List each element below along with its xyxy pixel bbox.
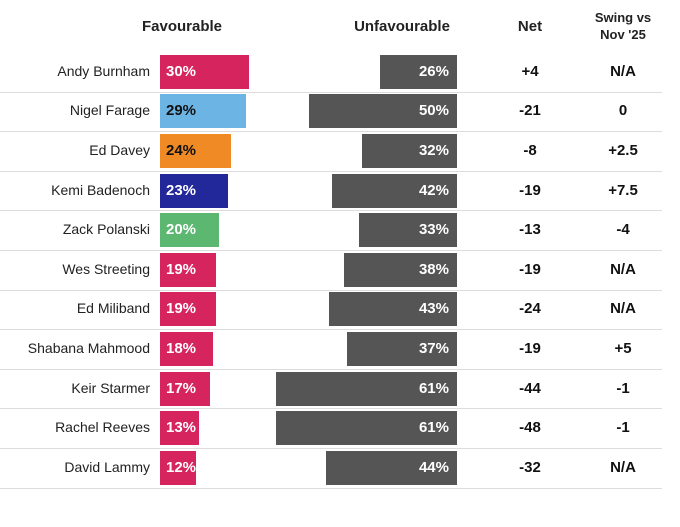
row-separator xyxy=(0,131,662,133)
row-separator xyxy=(0,289,662,291)
favourable-bar xyxy=(160,332,214,366)
row-separator xyxy=(0,487,662,489)
unfavourable-bar xyxy=(344,252,457,287)
favourable-label: 29% xyxy=(166,102,197,120)
unfavourable-bar xyxy=(275,411,457,446)
favourable-bar xyxy=(160,252,217,287)
row-label: Ed Miliband xyxy=(76,300,150,317)
row-separator xyxy=(0,408,662,410)
row-label: David Lammy xyxy=(64,458,150,475)
unfavourable-label: 33% xyxy=(418,221,449,239)
favourable-label: 20% xyxy=(166,221,197,239)
net-value: -48 xyxy=(519,419,541,437)
unfavourable-label: 37% xyxy=(418,340,449,357)
favourable-label: 30% xyxy=(166,62,197,80)
swing-value: -1 xyxy=(616,419,630,437)
unfavourable-label: 42% xyxy=(418,181,449,199)
unfavourable-bar xyxy=(329,292,457,327)
header-favourable: Favourable xyxy=(141,18,223,35)
favourable-bar xyxy=(160,371,211,406)
net-value: -19 xyxy=(519,260,541,278)
favourable-bar xyxy=(160,292,217,327)
swing-value: N/A xyxy=(610,260,636,278)
net-value: -13 xyxy=(519,221,541,239)
swing-value: 0 xyxy=(618,102,628,120)
row-label: Wes Streeting xyxy=(62,260,150,277)
unfavourable-label: 26% xyxy=(418,62,449,80)
swing-value: -1 xyxy=(616,379,630,397)
unfavourable-label: 61% xyxy=(418,379,449,397)
favourable-label: 17% xyxy=(166,379,197,397)
unfavourable-label: 43% xyxy=(418,300,449,318)
row-separator xyxy=(0,91,662,93)
favourable-label: 19% xyxy=(166,300,197,318)
row-label: Andy Burnham xyxy=(57,62,150,79)
row-separator xyxy=(0,329,662,331)
swing-value: +2.5 xyxy=(608,142,638,159)
unfavourable-bar xyxy=(379,54,457,89)
unfavourable-bar xyxy=(326,450,457,485)
favourable-bar xyxy=(160,213,220,248)
unfavourable-label: 38% xyxy=(418,260,449,278)
unfavourable-bar xyxy=(347,332,457,366)
swing-value: N/A xyxy=(610,458,636,476)
favourable-label: 13% xyxy=(166,419,197,437)
net-value: -8 xyxy=(523,142,537,159)
unfavourable-bar xyxy=(275,371,457,406)
row-label: Shabana Mahmood xyxy=(27,340,150,356)
swing-value: N/A xyxy=(610,300,636,318)
favourable-label: 18% xyxy=(166,340,197,357)
favourable-label: 24% xyxy=(166,142,197,159)
net-value: -44 xyxy=(519,379,541,397)
favourable-bar xyxy=(160,94,247,129)
favourable-bar xyxy=(160,411,199,446)
net-value: +4 xyxy=(521,62,539,80)
header-swing: Swing vs Nov '25 xyxy=(594,10,652,42)
unfavourable-bar xyxy=(361,134,457,168)
row-label: Kemi Badenoch xyxy=(51,181,150,198)
swing-value: +5 xyxy=(614,340,632,357)
net-value: -32 xyxy=(519,458,541,476)
row-separator xyxy=(0,250,662,251)
net-value: -24 xyxy=(519,300,541,318)
favourable-label: 12% xyxy=(166,458,197,476)
row-separator xyxy=(0,210,662,212)
favourable-bar xyxy=(160,134,232,168)
net-value: -19 xyxy=(519,181,541,199)
favourable-bar xyxy=(160,54,250,89)
row-label: Ed Davey xyxy=(89,142,150,158)
row-separator xyxy=(0,448,662,449)
swing-value: +7.5 xyxy=(608,181,638,199)
unfavourable-label: 50% xyxy=(418,102,449,120)
row-label: Rachel Reeves xyxy=(55,419,150,436)
favourable-label: 23% xyxy=(166,181,197,199)
unfavourable-bar xyxy=(332,173,457,208)
unfavourable-label: 44% xyxy=(418,458,449,476)
unfavourable-label: 61% xyxy=(418,419,449,437)
row-label: Zack Polanski xyxy=(62,221,150,238)
swing-value: N/A xyxy=(610,62,636,80)
row-label: Nigel Farage xyxy=(69,102,150,119)
favourable-label: 19% xyxy=(166,260,197,278)
header-net: Net xyxy=(517,18,543,35)
unfavourable-bar xyxy=(308,94,457,129)
favourable-bar xyxy=(160,173,229,208)
row-separator xyxy=(0,170,662,172)
net-value: -19 xyxy=(519,340,541,357)
net-value: -21 xyxy=(519,102,541,120)
swing-value: -4 xyxy=(616,221,630,239)
unfavourable-bar xyxy=(358,213,457,248)
unfavourable-label: 32% xyxy=(418,142,449,159)
header-unfavourable: Unfavourable xyxy=(354,18,450,35)
favourable-bar xyxy=(160,450,196,485)
row-label: Keir Starmer xyxy=(71,379,150,396)
row-separator xyxy=(0,368,662,370)
